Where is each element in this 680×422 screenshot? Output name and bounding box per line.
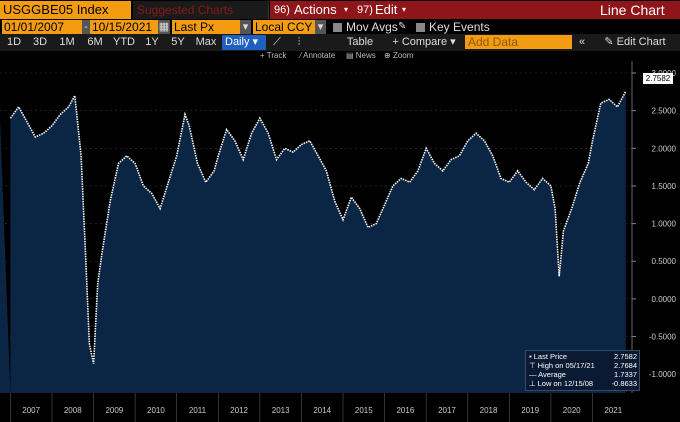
legend-average-value: 1.7337 <box>614 370 637 379</box>
chart-type-title: Line Chart <box>600 2 665 18</box>
x-tick-label: 2010 <box>147 406 165 415</box>
period-5y[interactable]: 5Y <box>171 36 185 48</box>
currency-select[interactable]: Local CCY <box>253 20 315 34</box>
x-tick-label: 2009 <box>105 406 123 415</box>
period-1y[interactable]: 1Y <box>145 36 159 48</box>
bar-style-icon[interactable]: ⫶ <box>297 36 301 48</box>
legend-last-value: 2.7582 <box>614 352 637 361</box>
x-tick-label: 2007 <box>22 406 40 415</box>
period-bar: 1D 3D 1M 6M YTD 1Y 5Y Max Daily ▾ ⟋ ⫶ Ta… <box>0 34 680 51</box>
settings-bar: 01/01/2007 - 10/15/2021 ▦ Last Px ▾ Loca… <box>0 20 680 34</box>
news-tool[interactable]: ▤ News <box>346 51 376 60</box>
period-1m[interactable]: 1M <box>59 36 75 48</box>
actions-chevron-icon: ▾ <box>344 5 349 14</box>
x-tick-label: 2011 <box>189 406 207 415</box>
collapse-icon[interactable]: « <box>578 36 586 48</box>
actions-hotkey: 96) <box>274 4 290 16</box>
edit-hotkey: 97) <box>357 4 373 16</box>
y-tick-label: 1.0000 <box>652 220 677 229</box>
field-dropdown-icon[interactable]: ▾ <box>240 20 251 34</box>
chart-tools: + Track ⁄ Annotate ▤ News ⊕ Zoom <box>0 51 680 61</box>
compare-label: Compare <box>401 36 448 48</box>
news-label: News <box>355 51 376 60</box>
field-select[interactable]: Last Px <box>172 20 240 34</box>
date-separator: - <box>82 20 90 34</box>
main-toolbar: USGGBE05 Index Suggested Charts 96) Acti… <box>0 0 680 20</box>
zoom-label: Zoom <box>392 51 414 60</box>
suggested-charts-button[interactable]: Suggested Charts <box>133 1 269 19</box>
end-date-input[interactable]: 10/15/2021 <box>90 20 158 34</box>
y-axis: 3.00002.50002.00001.50001.00000.50000.00… <box>631 61 677 393</box>
add-data-input[interactable]: Add Data <box>465 35 572 49</box>
x-tick-label: 2020 <box>563 406 581 415</box>
menu-bar: 96) Actions ▾ 97) Edit ▾ Line Chart <box>270 1 680 19</box>
edit-chart-label: Edit Chart <box>616 36 666 48</box>
y-tick-label: 0.5000 <box>652 257 677 266</box>
calendar-icon[interactable]: ▦ <box>158 20 170 34</box>
x-tick-label: 2017 <box>438 406 456 415</box>
period-ytd[interactable]: YTD <box>113 36 135 48</box>
annotate-tool[interactable]: ⁄ Annotate <box>300 51 336 60</box>
legend-last: ▪ Last Price 2.7582 <box>529 352 637 361</box>
x-tick-label: 2021 <box>604 406 622 415</box>
x-tick-label: 2019 <box>521 406 539 415</box>
legend-last-label: Last Price <box>533 352 568 361</box>
legend-average-label: Average <box>538 370 566 379</box>
edit-chevron-icon: ▾ <box>402 5 407 14</box>
zoom-tool[interactable]: ⊕ Zoom <box>384 51 414 60</box>
x-tick-label: 2016 <box>396 406 414 415</box>
last-price-tag: 2.7582 <box>643 73 673 84</box>
frequency-label: Daily <box>225 36 250 48</box>
mov-avgs-label: Mov Avgs <box>346 20 398 34</box>
x-tick-label: 2018 <box>480 406 498 415</box>
key-events-checkbox[interactable] <box>416 23 425 32</box>
annotate-label: Annotate <box>303 51 336 60</box>
legend-low-label: Low on 12/15/08 <box>537 379 594 388</box>
track-tool[interactable]: + Track <box>260 51 287 60</box>
line-style-icon[interactable]: ⟋ <box>273 36 281 48</box>
chart-legend: ▪ Last Price 2.7582 ⊤ High on 05/17/21 2.7… <box>525 350 640 391</box>
start-date-input[interactable]: 01/01/2007 <box>2 20 82 34</box>
x-tick-label: 2015 <box>355 406 373 415</box>
x-tick-label: 2012 <box>230 406 248 415</box>
mov-avgs-checkbox[interactable] <box>333 23 342 32</box>
legend-high: ⊤ High on 05/17/21 2.7684 <box>529 361 637 370</box>
actions-menu[interactable]: Actions <box>294 2 337 17</box>
period-max[interactable]: Max <box>195 36 217 48</box>
legend-low-value: -0.8633 <box>611 379 637 388</box>
table-button[interactable]: Table <box>346 36 374 48</box>
x-tick-label: 2013 <box>272 406 290 415</box>
x-tick-label: 2008 <box>64 406 82 415</box>
period-3d[interactable]: 3D <box>32 36 48 48</box>
y-tick-label: -1.0000 <box>649 370 677 379</box>
series-area <box>0 91 626 393</box>
track-label: Track <box>266 51 287 60</box>
y-tick-label: -0.5000 <box>649 333 677 342</box>
edit-chart-button[interactable]: ✎ Edit Chart <box>604 36 666 48</box>
line-chart[interactable]: 3.00002.50002.00001.50001.00000.50000.00… <box>0 61 680 422</box>
period-6m[interactable]: 6M <box>87 36 103 48</box>
frequency-select[interactable]: Daily ▾ <box>222 35 266 50</box>
y-tick-label: 0.0000 <box>652 295 677 304</box>
x-axis-band <box>0 393 680 422</box>
x-axis: 2007 2008 2009 2010 2011 2012 2013 2014 2015 2016… <box>0 393 680 422</box>
compare-button[interactable]: + Compare ▾ <box>392 36 456 48</box>
pencil-icon[interactable]: ✎ <box>398 21 407 32</box>
key-events-label: Key Events <box>429 20 490 34</box>
y-tick-label: 1.5000 <box>652 182 677 191</box>
edit-menu[interactable]: Edit <box>375 2 398 17</box>
legend-average: — Average 1.7337 <box>529 370 637 379</box>
currency-dropdown-icon[interactable]: ▾ <box>315 20 326 34</box>
x-tick-label: 2014 <box>313 406 331 415</box>
legend-high-value: 2.7684 <box>614 361 637 370</box>
legend-high-label: High on 05/17/21 <box>537 361 595 370</box>
ticker-field[interactable]: USGGBE05 Index <box>0 1 131 19</box>
series-line <box>9 90 627 364</box>
y-tick-label: 2.5000 <box>652 107 677 116</box>
legend-low: ⊥ Low on 12/15/08 -0.8633 <box>529 379 637 388</box>
period-1d[interactable]: 1D <box>6 36 22 48</box>
y-tick-label: 2.0000 <box>652 144 677 153</box>
